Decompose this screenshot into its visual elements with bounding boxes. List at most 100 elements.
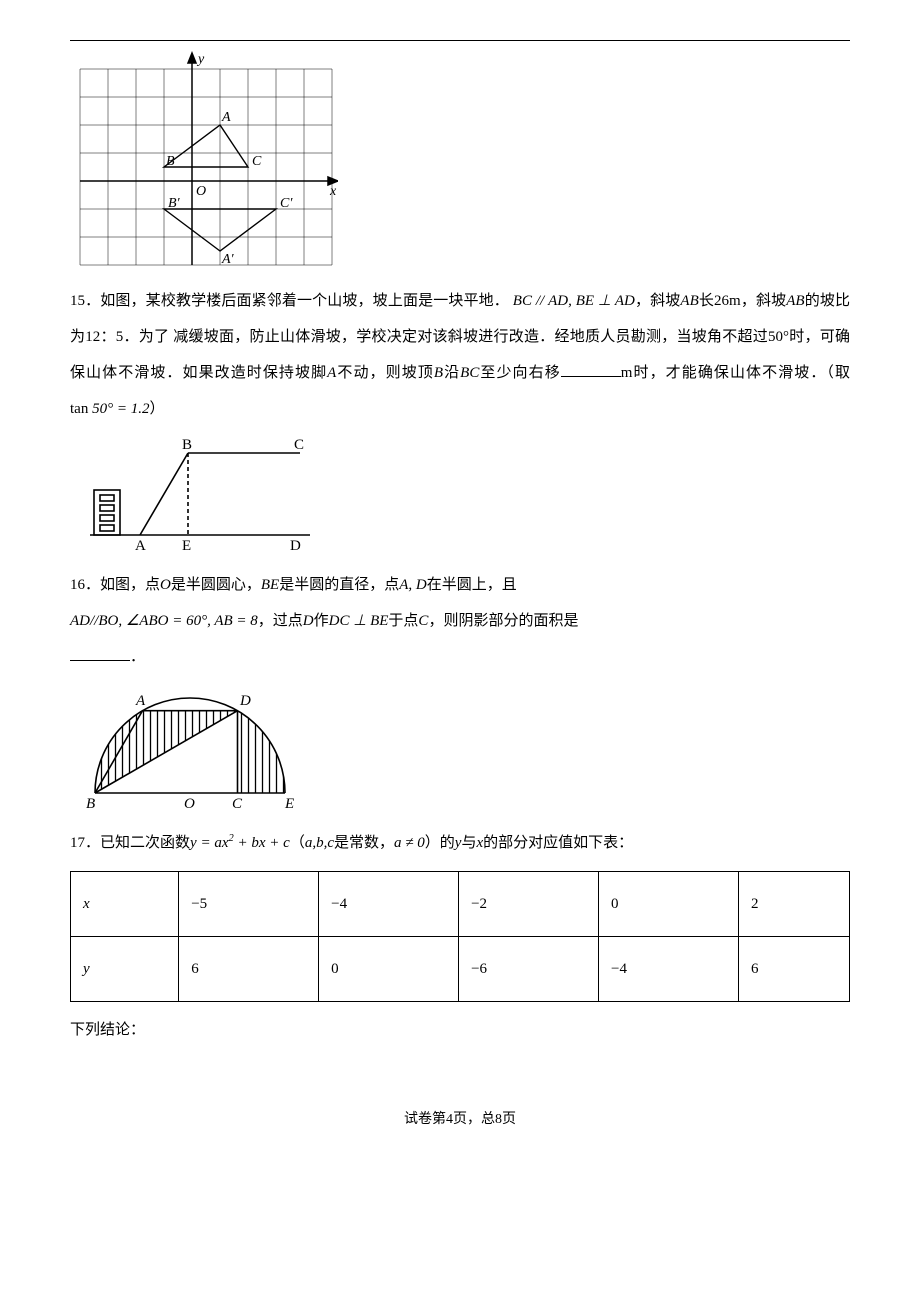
q16-2a: AD//BO, ∠ABO = 60°, AB = 8 [70, 613, 258, 629]
q17-1a: 已知二次函数 [100, 835, 190, 851]
q17-num: 17． [70, 835, 100, 851]
fig14-O-label: O [196, 184, 206, 199]
figure-14: y x O A B C B′ C′ A′ [70, 51, 850, 271]
fig14-A-label: A [221, 110, 231, 125]
q16-2f: 于点 [388, 613, 418, 629]
fig14-Ap-label: A′ [221, 252, 235, 267]
q15-l1: 如图，某校教学楼后面紧邻着一个山坡，坡上面是一块平地． [100, 293, 509, 309]
cell-x-2: −2 [459, 872, 599, 937]
q16-2e: DC ⊥ BE [329, 613, 389, 629]
q16-2g: C [418, 613, 428, 629]
fig16-B: B [86, 796, 95, 812]
fig15-C: C [294, 437, 304, 453]
q15-l2d: 26m [714, 293, 741, 309]
q15-blank [561, 362, 621, 377]
q15-l2c: 长 [699, 293, 714, 309]
cell-y-head: y [71, 937, 179, 1002]
q15-l2e: ，斜坡 [741, 293, 787, 309]
q17-1k: 的部分对应值如下表： [483, 835, 633, 851]
q17-para: 17．已知二次函数y = ax2 + bx + c（a,b,c是常数，a ≠ 0… [70, 825, 850, 861]
q16-num: 16． [70, 577, 100, 593]
fig14-y-label: y [196, 52, 205, 67]
q16-1f: A, D [399, 577, 427, 593]
q15-l2b: AB [680, 293, 698, 309]
cell-x-4: 2 [738, 872, 849, 937]
fig15-D: D [290, 538, 301, 554]
footer-b: 4 [446, 1112, 453, 1127]
q16-2d: 作 [314, 613, 329, 629]
page-footer: 试卷第4页，总8页 [70, 1108, 850, 1128]
q16-2h: ，则阴影部分的面积是 [428, 613, 578, 629]
q17-1d: a,b,c [305, 835, 334, 851]
content: y x O A B C B′ C′ A′ 15．如图，某校教学楼后面紧邻着一个山… [70, 51, 850, 1048]
q15-l2l: A [327, 365, 336, 381]
q15-l2h: 12：5 [85, 329, 123, 345]
q16-2b: ，过点 [258, 613, 303, 629]
cell-x-1: −4 [319, 872, 459, 937]
q15-num: 15． [70, 293, 100, 309]
q15-l2t: tan 50° = 1.2 [70, 401, 149, 417]
page: y x O A B C B′ C′ A′ 15．如图，某校教学楼后面紧邻着一个山… [0, 0, 920, 1158]
fig14-Bp-label: B′ [168, 196, 181, 211]
table-row-x: x −5 −4 −2 0 2 [71, 872, 850, 937]
footer-a: 试卷第 [404, 1112, 446, 1127]
q16-para: 16．如图，点O是半圆圆心，BE是半圆的直径，点A, D在半圆上，且 AD//B… [70, 567, 850, 675]
q15-l2s: 时，才能确保山体不滑坡．（取 [632, 365, 850, 381]
q15-para: 15．如图，某校教学楼后面紧邻着一个山坡，坡上面是一块平地． BC // AD,… [70, 283, 850, 427]
q17-1i: 与 [461, 835, 476, 851]
cell-x-head: x [71, 872, 179, 937]
table-row-y: y 6 0 −6 −4 6 [71, 937, 850, 1002]
q16-2c: D [303, 613, 314, 629]
fig15-A: A [135, 538, 146, 554]
q17-1b: y = ax2 + bx + c [190, 835, 290, 851]
footer-c: 页，总 [453, 1112, 495, 1127]
q16-1e: 是半圆的直径，点 [279, 577, 399, 593]
q15-l2i: ．为了 减缓坡面，防止山体滑坡，学校决定对该斜坡进行改造．经地质人员勘测，当坡角… [123, 329, 768, 345]
q16-1: 如图，点 [100, 577, 160, 593]
cell-y-0: 6 [179, 937, 319, 1002]
q15-l2m: 不动，则坡顶 [336, 365, 434, 381]
q15-l2u: ） [149, 401, 164, 417]
q17-1g: ）的 [425, 835, 455, 851]
fig14-Cp-label: C′ [280, 196, 293, 211]
fig15-B: B [182, 437, 192, 453]
fig14-svg: y x O A B C B′ C′ A′ [70, 51, 338, 271]
fig16-C: C [232, 796, 243, 812]
y-head-text: y [83, 961, 90, 977]
q17-table: x −5 −4 −2 0 2 y 6 0 −6 −4 6 [70, 871, 850, 1002]
q17-tail: 下列结论： [70, 1012, 850, 1048]
footer-e: 页 [502, 1112, 516, 1127]
q15-l2a: ，斜坡 [635, 293, 681, 309]
figure-15: A B C D E [70, 435, 850, 555]
q16-1b: O [160, 577, 171, 593]
q16-3: ． [130, 649, 145, 665]
q15-l2p: BC [460, 365, 479, 381]
fig14-B-label: B [166, 154, 175, 169]
fig15-E: E [182, 538, 191, 554]
q17-1e: 是常数， [334, 835, 394, 851]
q15-m1: BC // AD, BE ⊥ AD [509, 293, 635, 309]
x-head-text: x [83, 896, 90, 912]
q15-l2n: B [434, 365, 443, 381]
q16-blank [70, 646, 130, 661]
cell-y-4: 6 [738, 937, 849, 1002]
q17-1c: （ [290, 835, 305, 851]
q15-l2j: 50° [768, 329, 789, 345]
fig16-shade-right [238, 711, 286, 793]
cell-y-1: 0 [319, 937, 459, 1002]
q15-l2q: 至少向右移 [479, 365, 560, 381]
fig16-D: D [239, 693, 251, 709]
footer-d: 8 [495, 1112, 502, 1127]
fig15-svg: A B C D E [70, 435, 320, 555]
cell-y-2: −6 [459, 937, 599, 1002]
q16-1c: 是半圆圆心， [171, 577, 261, 593]
fig16-O: O [184, 796, 195, 812]
fig14-x-label: x [329, 184, 337, 199]
q15-l2o: 沿 [443, 365, 460, 381]
q15-l2r: m [621, 365, 633, 381]
q16-1g: 在半圆上，且 [427, 577, 517, 593]
cell-x-3: 0 [599, 872, 739, 937]
q15-l2f: AB [786, 293, 804, 309]
q16-1d: BE [261, 577, 279, 593]
fig16-A: A [135, 693, 146, 709]
